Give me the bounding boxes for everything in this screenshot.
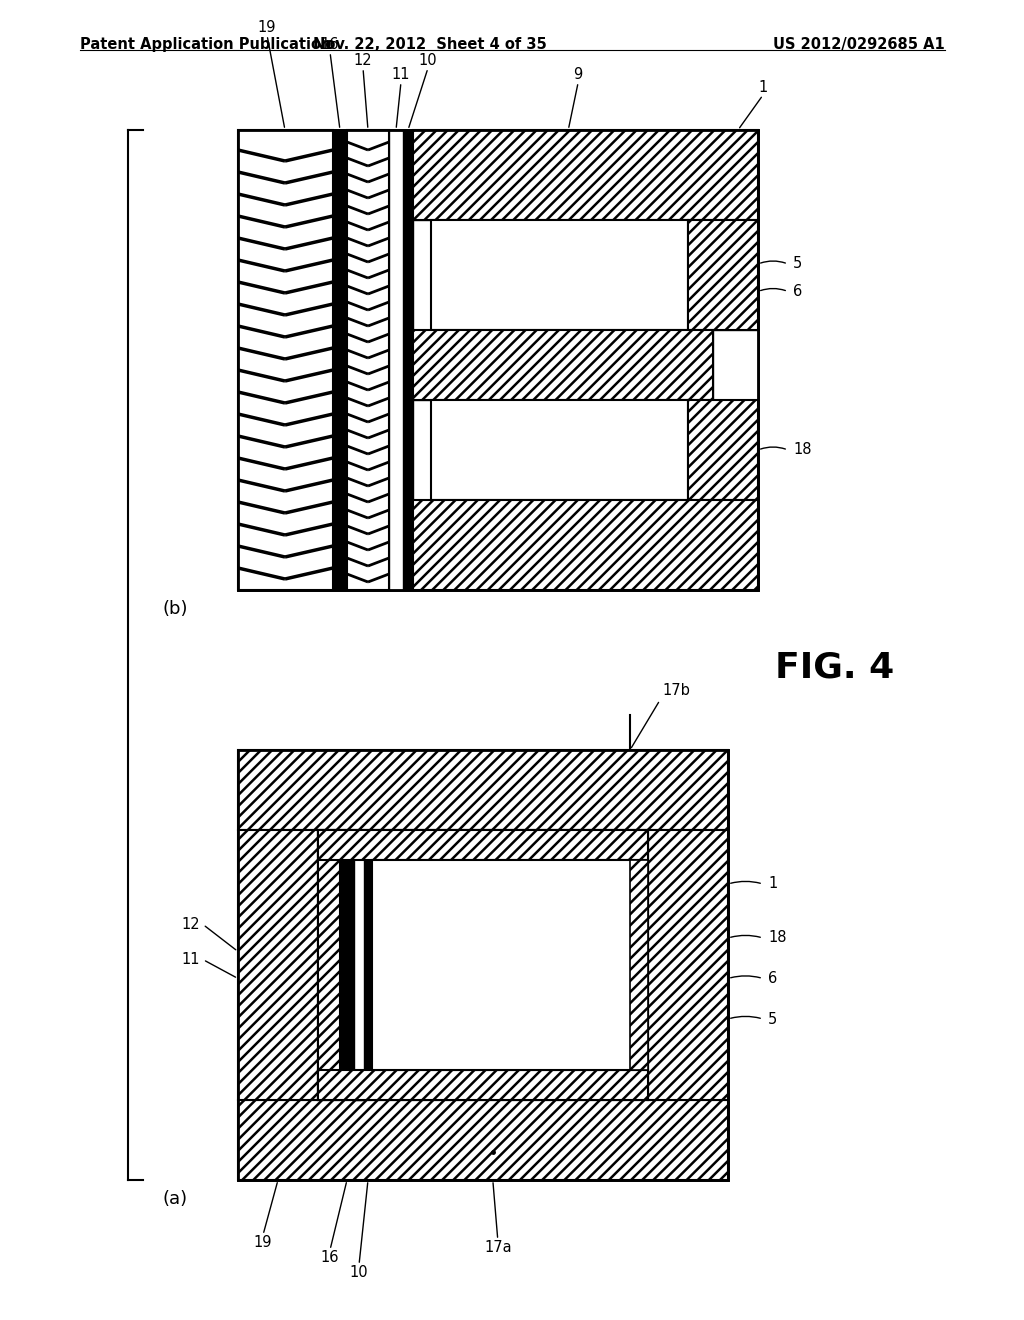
Bar [389,129,403,590]
Text: 1: 1 [759,81,768,95]
Bar [340,830,354,1100]
Text: 5: 5 [768,1011,777,1027]
Bar [713,330,758,400]
Text: Patent Application Publication: Patent Application Publication [80,37,332,51]
Bar [403,129,413,590]
Bar [238,750,728,1180]
Text: 11: 11 [181,952,200,968]
Text: 6: 6 [768,972,777,986]
Bar [431,400,688,500]
Bar [238,1100,728,1180]
Text: Nov. 22, 2012  Sheet 4 of 35: Nov. 22, 2012 Sheet 4 of 35 [313,37,547,51]
Bar [347,129,389,590]
Text: 19: 19 [258,20,276,36]
Text: US 2012/0292685 A1: US 2012/0292685 A1 [773,37,945,51]
Bar [318,830,648,1100]
Text: 10: 10 [349,1265,369,1280]
Bar [648,830,728,1100]
Text: 17a: 17a [484,1239,512,1255]
Text: 17b: 17b [662,682,690,698]
Bar [238,750,728,830]
Text: 9: 9 [573,67,583,82]
Text: (a): (a) [163,1191,187,1208]
Bar [354,830,364,1100]
Bar [238,750,728,1180]
Text: FIG. 4: FIG. 4 [775,649,895,684]
Text: 12: 12 [181,917,200,932]
Text: 19: 19 [254,1236,272,1250]
Bar [318,830,340,1100]
Text: 16: 16 [321,37,339,51]
Bar [372,861,648,1071]
Bar [238,129,333,590]
Bar [413,220,431,330]
Text: 11: 11 [392,67,411,82]
Bar [630,861,648,1071]
Text: 16: 16 [321,1250,339,1265]
Text: (b): (b) [162,601,187,618]
Bar [238,129,758,590]
Bar [413,330,713,400]
Bar [333,129,347,590]
Bar [318,830,648,861]
Bar [688,400,758,500]
Bar [413,129,758,220]
Bar [413,400,431,500]
Bar [238,129,758,590]
Text: 1: 1 [768,876,777,891]
Text: 5: 5 [793,256,802,272]
Text: 12: 12 [353,53,373,69]
Bar [364,830,372,1100]
Text: 6: 6 [793,284,802,300]
Bar [238,830,318,1100]
Bar [318,1071,648,1100]
Bar [413,500,758,590]
Bar [688,220,758,330]
Text: 18: 18 [768,931,786,945]
Bar [431,220,688,330]
Text: 18: 18 [793,442,811,458]
Text: 10: 10 [419,53,437,69]
